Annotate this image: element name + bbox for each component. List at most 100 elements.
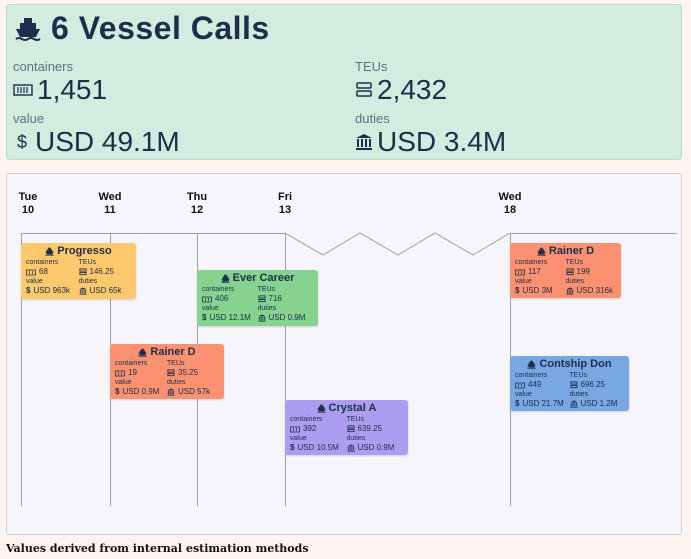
duties-label: duties xyxy=(257,305,277,312)
container-icon xyxy=(13,83,33,97)
teus-label: TEUs xyxy=(565,259,584,266)
duties-value: USD 0.9M xyxy=(357,443,395,452)
teus-label: TEUs xyxy=(569,372,588,379)
containers-label: containers xyxy=(290,416,323,423)
value-label: value xyxy=(290,435,307,442)
teus-value: 199 xyxy=(576,267,590,276)
stacked-containers-icon xyxy=(565,268,574,276)
value-value: USD 10.5M xyxy=(297,443,339,452)
teus-value: 696.25 xyxy=(580,380,605,389)
containers-label: containers xyxy=(515,259,548,266)
container-icon xyxy=(290,426,300,432)
vessel-call-card-rainer-d-2[interactable]: Rainer D containers 117 TEUs 199 value $ USD… xyxy=(510,243,621,298)
containers-value: 19 xyxy=(128,368,137,377)
dollar-icon: $ xyxy=(16,131,27,152)
vessel-call-card-rainer-d[interactable]: Rainer D containers 19 TEUs 35.25 value $ US… xyxy=(110,344,224,399)
stacked-containers-icon xyxy=(257,295,266,303)
ship-icon xyxy=(138,348,148,357)
value-value: USD 3M xyxy=(522,286,553,295)
containers-value: 392 xyxy=(303,424,317,433)
duties-metric: duties USD 3.4M xyxy=(355,111,506,158)
bank-icon xyxy=(167,388,175,396)
teus-label: TEUs xyxy=(167,360,185,367)
stacked-containers-icon xyxy=(78,268,87,276)
timeline-panel: Tue 10 Wed 11 Thu 12 Fri 13 Wed 18 Progresso … xyxy=(6,173,682,535)
vessel-name: Progresso xyxy=(57,245,112,257)
duties-label: duties xyxy=(167,379,186,386)
bank-icon xyxy=(569,400,578,408)
value-value: USD 963k xyxy=(33,286,70,295)
timeline-gap-break xyxy=(285,232,511,256)
duties-value: USD 65k xyxy=(89,286,122,295)
ship-icon xyxy=(537,247,546,256)
teus-metric: TEUs 2,432 xyxy=(355,59,447,106)
teus-label: TEUs xyxy=(257,286,276,293)
day-line-tue-10 xyxy=(21,233,22,506)
value-label: value xyxy=(115,379,132,386)
duties-label: duties xyxy=(78,278,98,285)
value-value: USD 0.9M xyxy=(122,387,160,396)
vessel-call-card-ever-career[interactable]: Ever Career containers 406 TEUs 716 value $… xyxy=(197,270,318,326)
containers-value: 406 xyxy=(215,294,229,303)
teus-label: TEUs xyxy=(78,259,97,266)
vessel-name: Contship Don xyxy=(539,358,612,370)
summary-title: 6 Vessel Calls xyxy=(15,10,270,47)
dollar-icon: $ xyxy=(290,443,295,452)
vessel-call-card-crystal-a[interactable]: Crystal A containers 392 TEUs 639.25 value… xyxy=(285,400,408,455)
value-label: value xyxy=(515,278,532,285)
value-label: value xyxy=(13,111,45,126)
day-label-tue-10: Tue 10 xyxy=(18,191,38,216)
value-label: value xyxy=(202,305,219,312)
value-metric: value $ USD 49.1M xyxy=(13,111,180,158)
containers-value: 117 xyxy=(528,267,541,276)
teus-value: 639.25 xyxy=(357,424,382,433)
value-label: value xyxy=(26,278,43,285)
containers-label: containers xyxy=(26,259,59,266)
duties-value: USD 1.2M xyxy=(580,399,618,408)
dollar-icon: $ xyxy=(115,387,120,396)
ship-icon xyxy=(15,16,41,42)
bank-icon xyxy=(355,133,373,151)
container-icon xyxy=(115,370,125,376)
container-icon xyxy=(26,269,36,275)
stacked-containers-icon xyxy=(355,81,373,99)
vessel-name: Crystal A xyxy=(328,402,377,414)
day-label-wed-18: Wed 18 xyxy=(498,191,522,216)
dollar-icon: $ xyxy=(515,399,520,408)
day-label-fri-13: Fri 13 xyxy=(277,191,293,216)
value-value: USD 12.1M xyxy=(209,313,251,322)
container-icon xyxy=(202,296,212,302)
containers-value: 1,451 xyxy=(37,74,108,105)
page-title: 6 Vessel Calls xyxy=(51,10,270,46)
containers-metric: containers 1,451 xyxy=(13,59,107,106)
dollar-icon: $ xyxy=(202,313,207,322)
footnote: Values derived from internal estimation … xyxy=(6,542,309,555)
teus-label: TEUs xyxy=(355,59,388,74)
duties-label: duties xyxy=(565,278,585,285)
vessel-call-card-progresso[interactable]: Progresso containers 68 TEUs 146.25 value $… xyxy=(21,243,136,299)
summary-panel: 6 Vessel Calls containers 1,451 TEUs xyxy=(6,4,682,160)
bank-icon xyxy=(346,444,355,452)
vessel-call-card-contship-don[interactable]: Contship Don containers 449 TEUs 696.25 va… xyxy=(510,356,629,411)
duties-value: USD 0.9M xyxy=(268,313,306,322)
vessel-name: Rainer D xyxy=(548,245,595,257)
ship-icon xyxy=(45,247,54,256)
stacked-containers-icon xyxy=(569,381,578,389)
duties-label: duties xyxy=(569,391,589,398)
dollar-icon: $ xyxy=(26,286,31,295)
duties-label: duties xyxy=(355,111,390,126)
teus-value: 2,432 xyxy=(377,74,448,105)
bank-icon xyxy=(565,287,574,295)
duties-value: USD 57k xyxy=(178,387,211,396)
containers-label: containers xyxy=(202,286,235,293)
duties-label: duties xyxy=(346,435,366,442)
vessel-name: Ever Career xyxy=(232,272,295,284)
teus-label: TEUs xyxy=(346,416,365,423)
bank-icon xyxy=(78,287,87,295)
stacked-containers-icon xyxy=(346,425,355,433)
duties-value: USD 3.4M xyxy=(377,126,507,157)
day-line-fri-13 xyxy=(285,233,286,506)
containers-label: containers xyxy=(515,372,548,379)
teus-value: 716 xyxy=(268,294,282,303)
value-label: value xyxy=(515,391,532,398)
